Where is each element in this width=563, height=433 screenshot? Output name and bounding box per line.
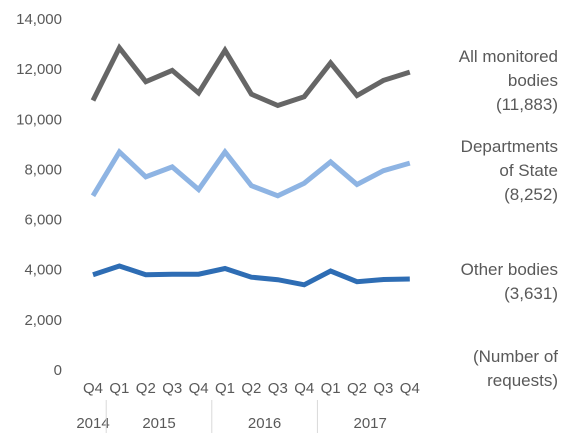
y-tick-label: 12,000 — [16, 61, 62, 78]
series-lines — [90, 43, 411, 288]
unit-label-line-1: (Number of — [473, 347, 558, 366]
x-tick-label: Q2 — [241, 380, 261, 397]
series-label-line: of State — [499, 161, 558, 180]
series-label-line: Departments — [461, 137, 558, 156]
x-tick-label: Q4 — [83, 380, 103, 397]
y-tick-label: 6,000 — [24, 212, 62, 229]
series-label-line: All monitored — [459, 47, 558, 66]
series-line — [90, 147, 411, 199]
x-tick-label: Q1 — [109, 380, 129, 397]
year-label: 2014 — [76, 415, 109, 432]
y-tick-label: 8,000 — [24, 161, 62, 178]
x-axis: Q4 Q1 Q2 Q3 Q4 Q1 Q2 Q3 Q4 Q1 Q2 Q3 Q4 2014 2015 2016 20… — [76, 380, 420, 433]
x-tick-label: Q3 — [162, 380, 182, 397]
y-tick-label: 10,000 — [16, 111, 62, 128]
x-tick-label: Q3 — [268, 380, 288, 397]
x-tick-label: Q3 — [373, 380, 393, 397]
year-label: 2017 — [354, 415, 387, 432]
x-tick-label: Q1 — [215, 380, 235, 397]
unit-label-line-2: requests) — [487, 371, 558, 390]
series-label-line: Other bodies — [461, 260, 558, 279]
year-label: 2015 — [142, 415, 175, 432]
x-tick-label: Q2 — [347, 380, 367, 397]
y-tick-label: 4,000 — [24, 262, 62, 279]
series-label-line: (8,252) — [504, 185, 558, 204]
series-label-line: (3,631) — [504, 284, 558, 303]
series-line — [90, 43, 411, 109]
x-tick-label: Q4 — [189, 380, 209, 397]
year-label: 2016 — [248, 415, 281, 432]
x-tick-label: Q1 — [321, 380, 341, 397]
x-tick-label: Q2 — [136, 380, 156, 397]
series-label-line: (11,883) — [496, 95, 558, 114]
y-tick-label: 2,000 — [24, 312, 62, 329]
y-tick-label: 14,000 — [16, 11, 62, 28]
series-label-line: bodies — [508, 71, 558, 90]
series-labels: All monitored bodies (11,883) Departments of… — [459, 47, 558, 303]
y-axis: 0 2,000 4,000 6,000 8,000 10,000 12,000 14,000 — [16, 11, 62, 379]
series-line — [92, 263, 410, 288]
y-tick-label: 0 — [54, 362, 62, 379]
x-tick-label: Q4 — [400, 380, 420, 397]
x-tick-label: Q4 — [294, 380, 314, 397]
